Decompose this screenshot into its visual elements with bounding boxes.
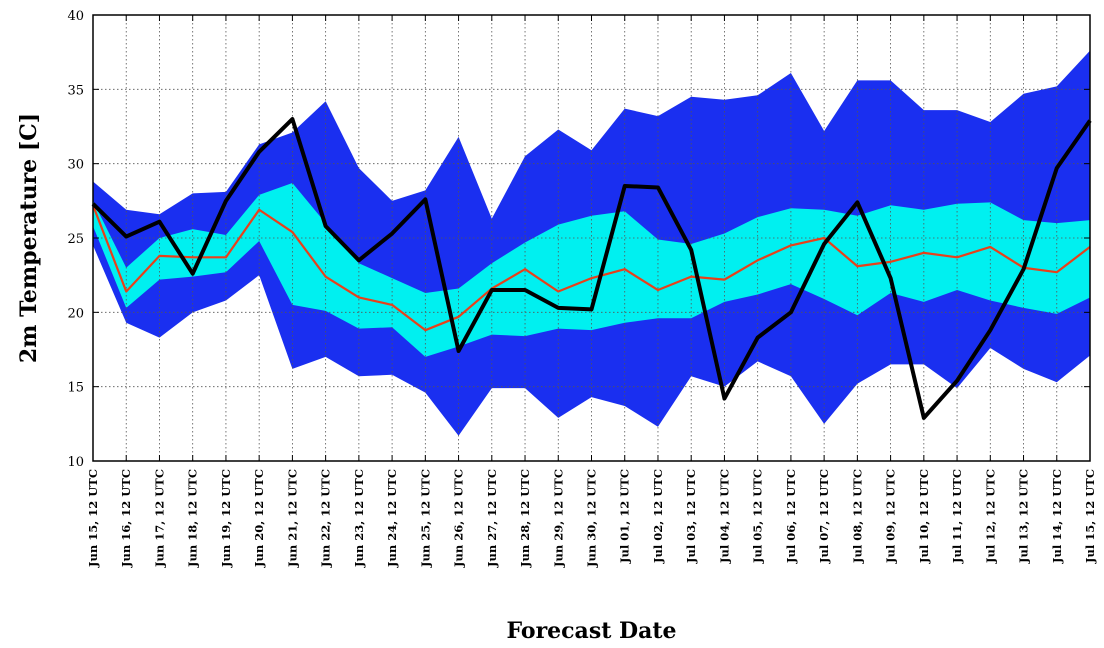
y-tick-label: 10 xyxy=(67,455,84,470)
x-tick-label: Jun 18, 12 UTC xyxy=(186,469,200,568)
x-tick-label: Jun 17, 12 UTC xyxy=(152,469,166,568)
x-tick-label: Jun 28, 12 UTC xyxy=(518,469,532,568)
y-tick-label: 25 xyxy=(67,232,84,247)
x-tick-label: Jul 02, 12 UTC xyxy=(651,469,665,564)
x-tick-label: Jul 09, 12 UTC xyxy=(884,469,898,564)
x-tick-label: Jul 11, 12 UTC xyxy=(950,469,964,564)
y-tick-label: 30 xyxy=(67,158,84,173)
x-tick-label: Jun 27, 12 UTC xyxy=(485,469,499,568)
x-tick-label: Jun 21, 12 UTC xyxy=(285,469,299,568)
x-tick-label: Jul 12, 12 UTC xyxy=(983,469,997,564)
x-tick-label: Jul 15, 12 UTC xyxy=(1083,469,1097,564)
x-tick-label: Jun 20, 12 UTC xyxy=(252,469,266,568)
x-tick-label: Jun 16, 12 UTC xyxy=(119,469,133,568)
y-tick-label: 35 xyxy=(67,83,84,98)
x-tick-label: Jun 23, 12 UTC xyxy=(352,469,366,568)
x-tick-label: Jul 01, 12 UTC xyxy=(618,469,632,564)
x-tick-label: Jun 25, 12 UTC xyxy=(418,469,432,568)
series-line-ensemble-mean xyxy=(91,204,1091,332)
x-tick-label: Jul 08, 12 UTC xyxy=(850,469,864,564)
x-tick-label: Jun 24, 12 UTC xyxy=(385,469,399,568)
x-tick-label: Jun 15, 12 UTC xyxy=(86,469,100,568)
x-tick-label: Jul 10, 12 UTC xyxy=(917,469,931,564)
x-tick-label: Jun 22, 12 UTC xyxy=(319,469,333,568)
x-tick-label: Jun 29, 12 UTC xyxy=(551,469,565,568)
y-tick-label: 20 xyxy=(67,306,84,321)
x-tick-label: Jun 26, 12 UTC xyxy=(452,469,466,568)
inner-range-band xyxy=(93,182,1090,357)
y-axis-label: 2m Temperature [C] xyxy=(16,113,42,363)
x-tick-label: Jun 19, 12 UTC xyxy=(219,469,233,568)
x-tick-label: Jul 05, 12 UTC xyxy=(751,469,765,564)
x-tick-label: Jul 07, 12 UTC xyxy=(817,469,831,564)
y-tick-label: 15 xyxy=(67,381,84,396)
x-tick-label: Jul 03, 12 UTC xyxy=(684,469,698,564)
x-tick-label: Jul 06, 12 UTC xyxy=(784,469,798,564)
x-tick-label: Jul 04, 12 UTC xyxy=(717,469,731,564)
y-tick-label: 40 xyxy=(67,9,84,24)
x-tick-label: Jul 14, 12 UTC xyxy=(1050,469,1064,564)
x-axis-label: Forecast Date xyxy=(506,618,676,644)
x-tick-label: Jul 13, 12 UTC xyxy=(1017,469,1031,564)
x-tick-label: Jun 30, 12 UTC xyxy=(585,469,599,568)
series-line-observed xyxy=(91,117,1092,420)
